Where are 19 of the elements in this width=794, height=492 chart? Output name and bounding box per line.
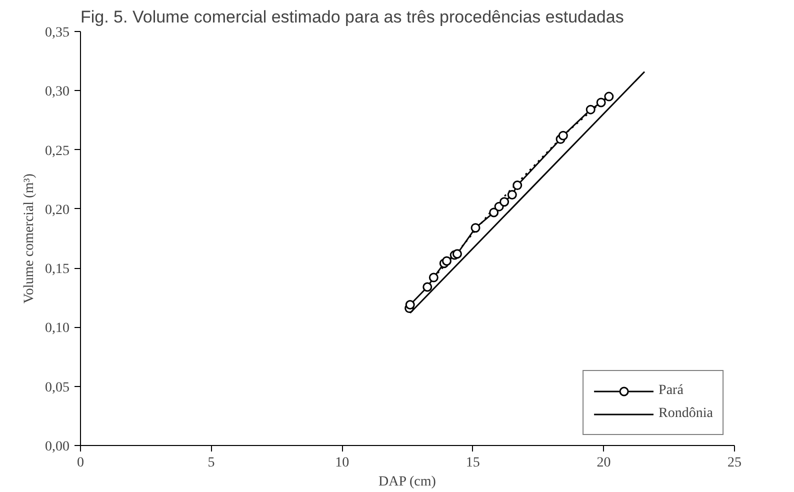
legend-label: Pará <box>658 383 684 399</box>
x-tick-label: 20 <box>596 456 611 470</box>
y-tick-label: 0,15 <box>45 262 70 278</box>
y-tick-label: 0,30 <box>45 84 70 100</box>
y-tick-label: 0,35 <box>45 26 70 40</box>
y-tick-label: 0,20 <box>45 202 70 218</box>
y-tick-label: 0,25 <box>45 144 70 159</box>
x-axis-title: DAP (cm) <box>378 474 436 490</box>
x-tick-label: 15 <box>466 456 480 470</box>
caption: Fig. 5. Volume comercial estimado para as três procedências estudadas <box>80 8 624 26</box>
y-tick-label: 0,10 <box>45 321 70 336</box>
x-tick-label: 25 <box>728 456 742 470</box>
x-tick-label: 10 <box>335 456 350 470</box>
y-axis-title: Volume comercial (m³) <box>22 173 37 304</box>
x-tick-label: 5 <box>208 456 215 470</box>
y-tick-label: 0,00 <box>45 440 70 454</box>
legend-label: Rondônia <box>658 406 713 422</box>
x-tick-label: 0 <box>77 456 84 470</box>
y-tick-label: 0,05 <box>45 380 70 396</box>
